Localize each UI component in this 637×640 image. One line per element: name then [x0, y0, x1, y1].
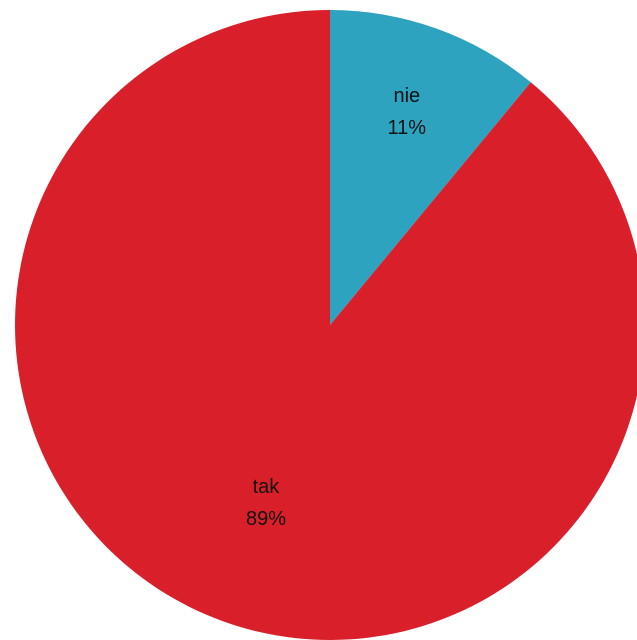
- slice-label: nie: [393, 85, 420, 107]
- slice-value-label: 11%: [388, 117, 427, 139]
- slice-value-label: 89%: [246, 508, 286, 530]
- pie-slice: [330, 10, 531, 325]
- pie-slice: [15, 10, 637, 640]
- slice-label: tak: [253, 476, 281, 498]
